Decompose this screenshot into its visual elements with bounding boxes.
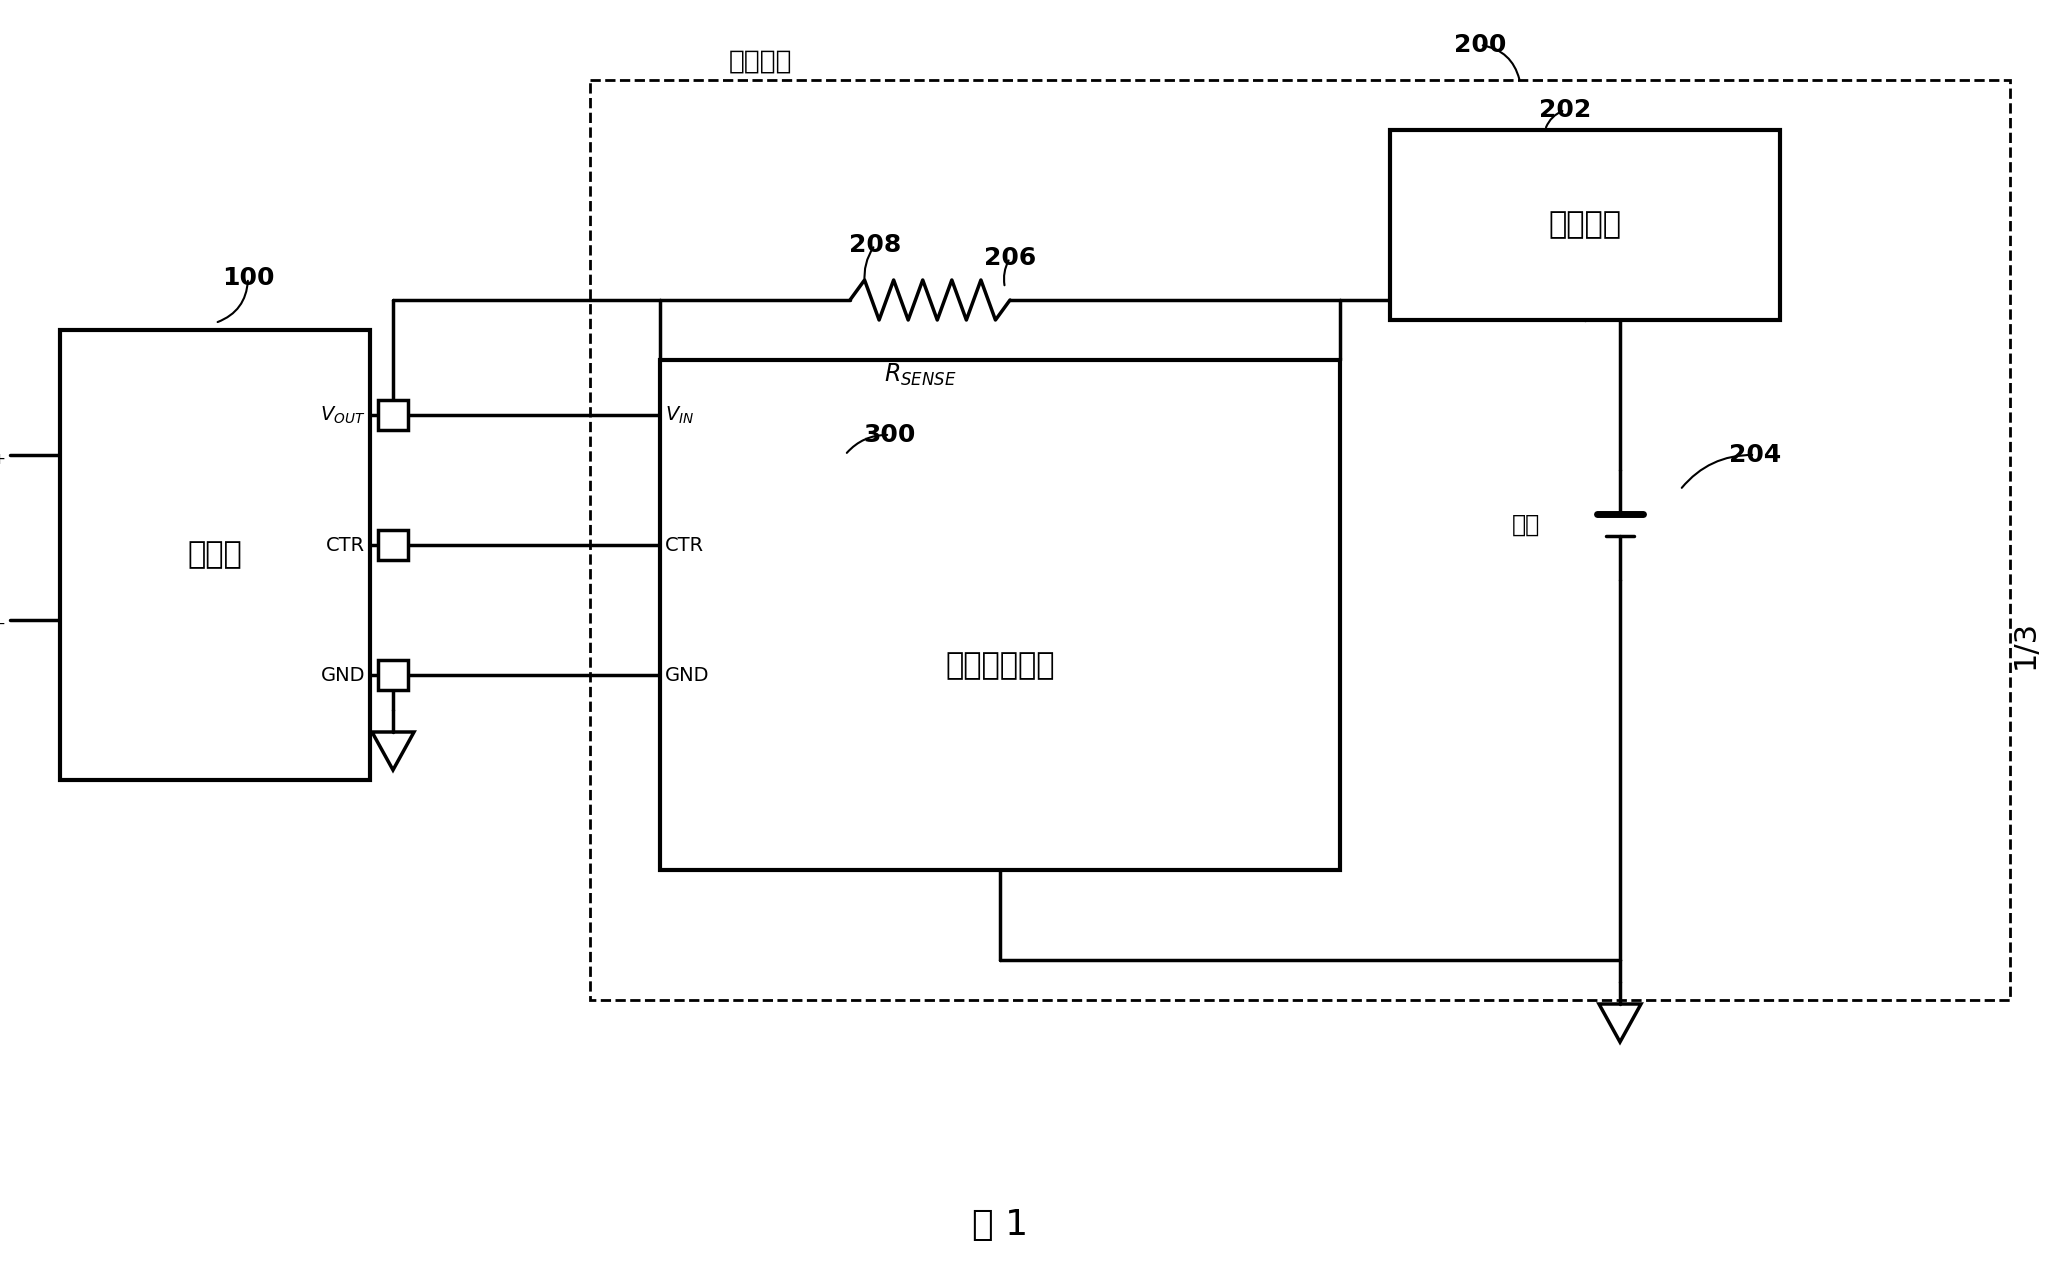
Text: $V_{IN+}$: $V_{IN+}$ (0, 443, 6, 466)
Bar (1389, 130, 1779, 319)
Text: 208: 208 (848, 233, 902, 258)
Text: 电子设备: 电子设备 (729, 49, 793, 75)
Bar (590, 80, 2010, 999)
Text: 100: 100 (221, 267, 275, 290)
Text: $R_{SENSE}$: $R_{SENSE}$ (883, 362, 956, 388)
Text: $V_{IN-}$: $V_{IN-}$ (0, 608, 6, 632)
Text: $V_{OUT}$: $V_{OUT}$ (320, 404, 365, 425)
Bar (378, 401, 409, 430)
Text: 适配器: 适配器 (188, 541, 241, 569)
Bar (378, 659, 409, 690)
Bar (660, 361, 1340, 869)
Text: $V_{IN}$: $V_{IN}$ (665, 404, 694, 425)
Bar (378, 529, 409, 560)
Text: CTR: CTR (665, 536, 704, 555)
Text: CTR: CTR (326, 536, 365, 555)
Text: 适配器控制器: 适配器控制器 (945, 652, 1055, 680)
Text: 电池: 电池 (1511, 513, 1540, 537)
Text: 202: 202 (1540, 98, 1591, 122)
Text: GND: GND (320, 666, 365, 684)
Text: 300: 300 (865, 422, 916, 447)
Bar (60, 330, 369, 781)
Text: 有源系统: 有源系统 (1548, 210, 1622, 240)
Text: 图 1: 图 1 (972, 1208, 1028, 1242)
Text: GND: GND (665, 666, 710, 684)
Text: 200: 200 (1453, 33, 1507, 57)
Text: 204: 204 (1730, 443, 1781, 468)
Text: 206: 206 (985, 246, 1036, 270)
Text: 1/3: 1/3 (2010, 620, 2039, 668)
